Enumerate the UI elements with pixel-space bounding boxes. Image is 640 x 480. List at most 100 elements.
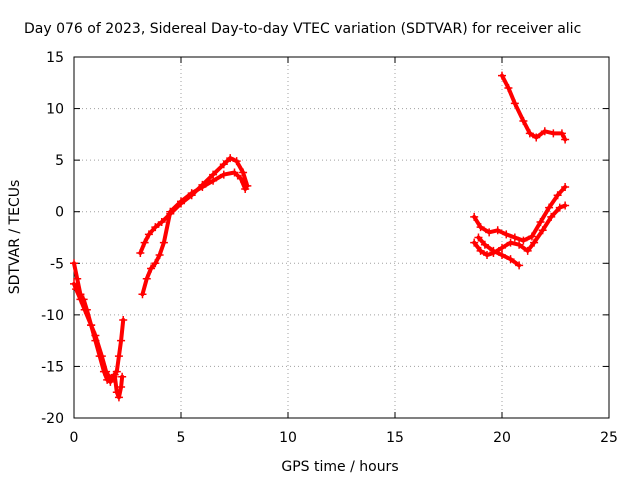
data-point: [136, 248, 145, 257]
data-point: [510, 233, 519, 242]
data-point: [470, 238, 479, 247]
data-point: [118, 372, 127, 381]
data-point: [157, 218, 166, 227]
data-point: [549, 129, 558, 138]
data-series: [70, 71, 570, 402]
data-point: [147, 264, 156, 273]
y-tick-label: 0: [55, 205, 64, 221]
data-point: [187, 189, 196, 198]
data-point: [498, 71, 506, 80]
data-point: [498, 243, 506, 252]
data-point: [70, 259, 78, 268]
data-point: [73, 274, 82, 283]
data-point: [506, 238, 515, 247]
data-point: [230, 168, 239, 177]
x-tick-label: 5: [177, 430, 186, 446]
data-point: [241, 185, 250, 194]
data-point: [177, 197, 185, 206]
data-point: [470, 212, 479, 221]
data-point: [545, 203, 554, 212]
y-tick-label: -15: [41, 359, 64, 375]
data-point: [102, 367, 111, 376]
data-point: [106, 374, 115, 383]
data-point: [474, 233, 483, 242]
data-point: [561, 182, 570, 191]
data-point: [112, 388, 121, 397]
series-trace-1: [72, 261, 126, 384]
data-point: [219, 170, 228, 179]
series-trace-6: [472, 184, 568, 243]
y-tick-label: -10: [41, 308, 64, 324]
plot-frame: [73, 56, 610, 419]
data-point: [76, 295, 85, 304]
series-trace-8: [476, 235, 522, 268]
data-point: [540, 127, 549, 136]
data-point: [530, 238, 539, 247]
data-point: [515, 240, 524, 249]
data-point: [151, 223, 160, 232]
data-point: [555, 203, 564, 212]
data-point: [97, 352, 106, 361]
data-point: [519, 236, 528, 245]
data-point: [485, 228, 494, 237]
grid-lines: [74, 57, 609, 418]
data-point: [483, 251, 492, 260]
x-tick-label: 0: [70, 430, 79, 446]
data-point: [87, 321, 96, 330]
data-point: [138, 290, 147, 299]
data-point: [166, 207, 175, 216]
data-point: [519, 116, 528, 125]
data-point: [114, 393, 123, 402]
data-point: [561, 201, 570, 210]
data-point: [232, 157, 241, 166]
y-tick-label: -20: [41, 411, 64, 427]
data-point: [557, 129, 566, 138]
data-point: [70, 279, 78, 288]
y-tick-label: 10: [46, 102, 64, 118]
data-point: [155, 251, 164, 260]
y-axis-label: SDTVAR / TECUs: [7, 180, 23, 295]
data-point: [504, 83, 513, 92]
data-point: [219, 160, 228, 169]
data-point: [489, 246, 498, 255]
data-point: [91, 331, 100, 340]
data-point: [536, 218, 545, 227]
data-point: [553, 191, 562, 200]
data-point: [144, 230, 153, 239]
data-point: [502, 230, 511, 239]
data-point: [239, 168, 248, 177]
data-point: [510, 99, 519, 108]
x-tick-label: 10: [279, 430, 297, 446]
data-point: [114, 352, 123, 361]
axes: 0 5 10 15 20 25 -20 -15 -10 -5 0 5 10 15: [41, 50, 618, 446]
data-point: [527, 232, 536, 241]
data-point: [117, 336, 126, 345]
data-point: [532, 133, 541, 142]
data-point: [547, 212, 556, 221]
data-point: [151, 259, 160, 268]
data-point: [523, 246, 532, 255]
data-point: [236, 174, 245, 183]
data-point: [226, 154, 235, 163]
data-point: [480, 240, 489, 249]
x-axis-label: GPS time / hours: [281, 459, 398, 475]
series-trace-5: [500, 73, 568, 142]
data-point: [515, 261, 524, 270]
data-point: [493, 226, 502, 235]
data-point: [209, 176, 218, 185]
series-trace-4: [140, 170, 248, 297]
data-point: [140, 238, 149, 247]
data-point: [538, 226, 547, 235]
data-point: [476, 246, 485, 255]
data-point: [498, 251, 506, 260]
data-point: [110, 370, 119, 379]
data-point: [159, 238, 168, 247]
data-point: [506, 255, 515, 264]
chart-title: Day 076 of 2023, Sidereal Day-to-day VTE…: [24, 21, 581, 37]
data-point: [476, 223, 485, 232]
data-point: [198, 182, 207, 191]
data-point: [80, 305, 89, 314]
x-tick-label: 20: [493, 430, 511, 446]
data-point: [561, 135, 570, 144]
data-point: [117, 383, 126, 392]
